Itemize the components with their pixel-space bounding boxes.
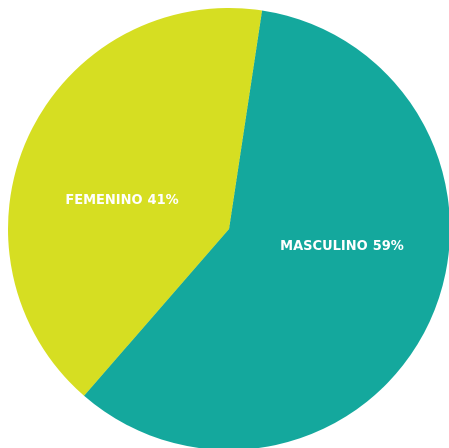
category-label: FEMENINO: [65, 193, 142, 208]
pie-slice: [84, 10, 449, 448]
category-label: MASCULINO: [280, 239, 368, 254]
value-label: 41%: [148, 193, 179, 208]
pie-slice: [7, 7, 263, 396]
slice-label: FEMENINO 41%: [65, 193, 178, 208]
slice-label: MASCULINO 59%: [280, 239, 404, 254]
value-label: 59%: [373, 239, 404, 254]
